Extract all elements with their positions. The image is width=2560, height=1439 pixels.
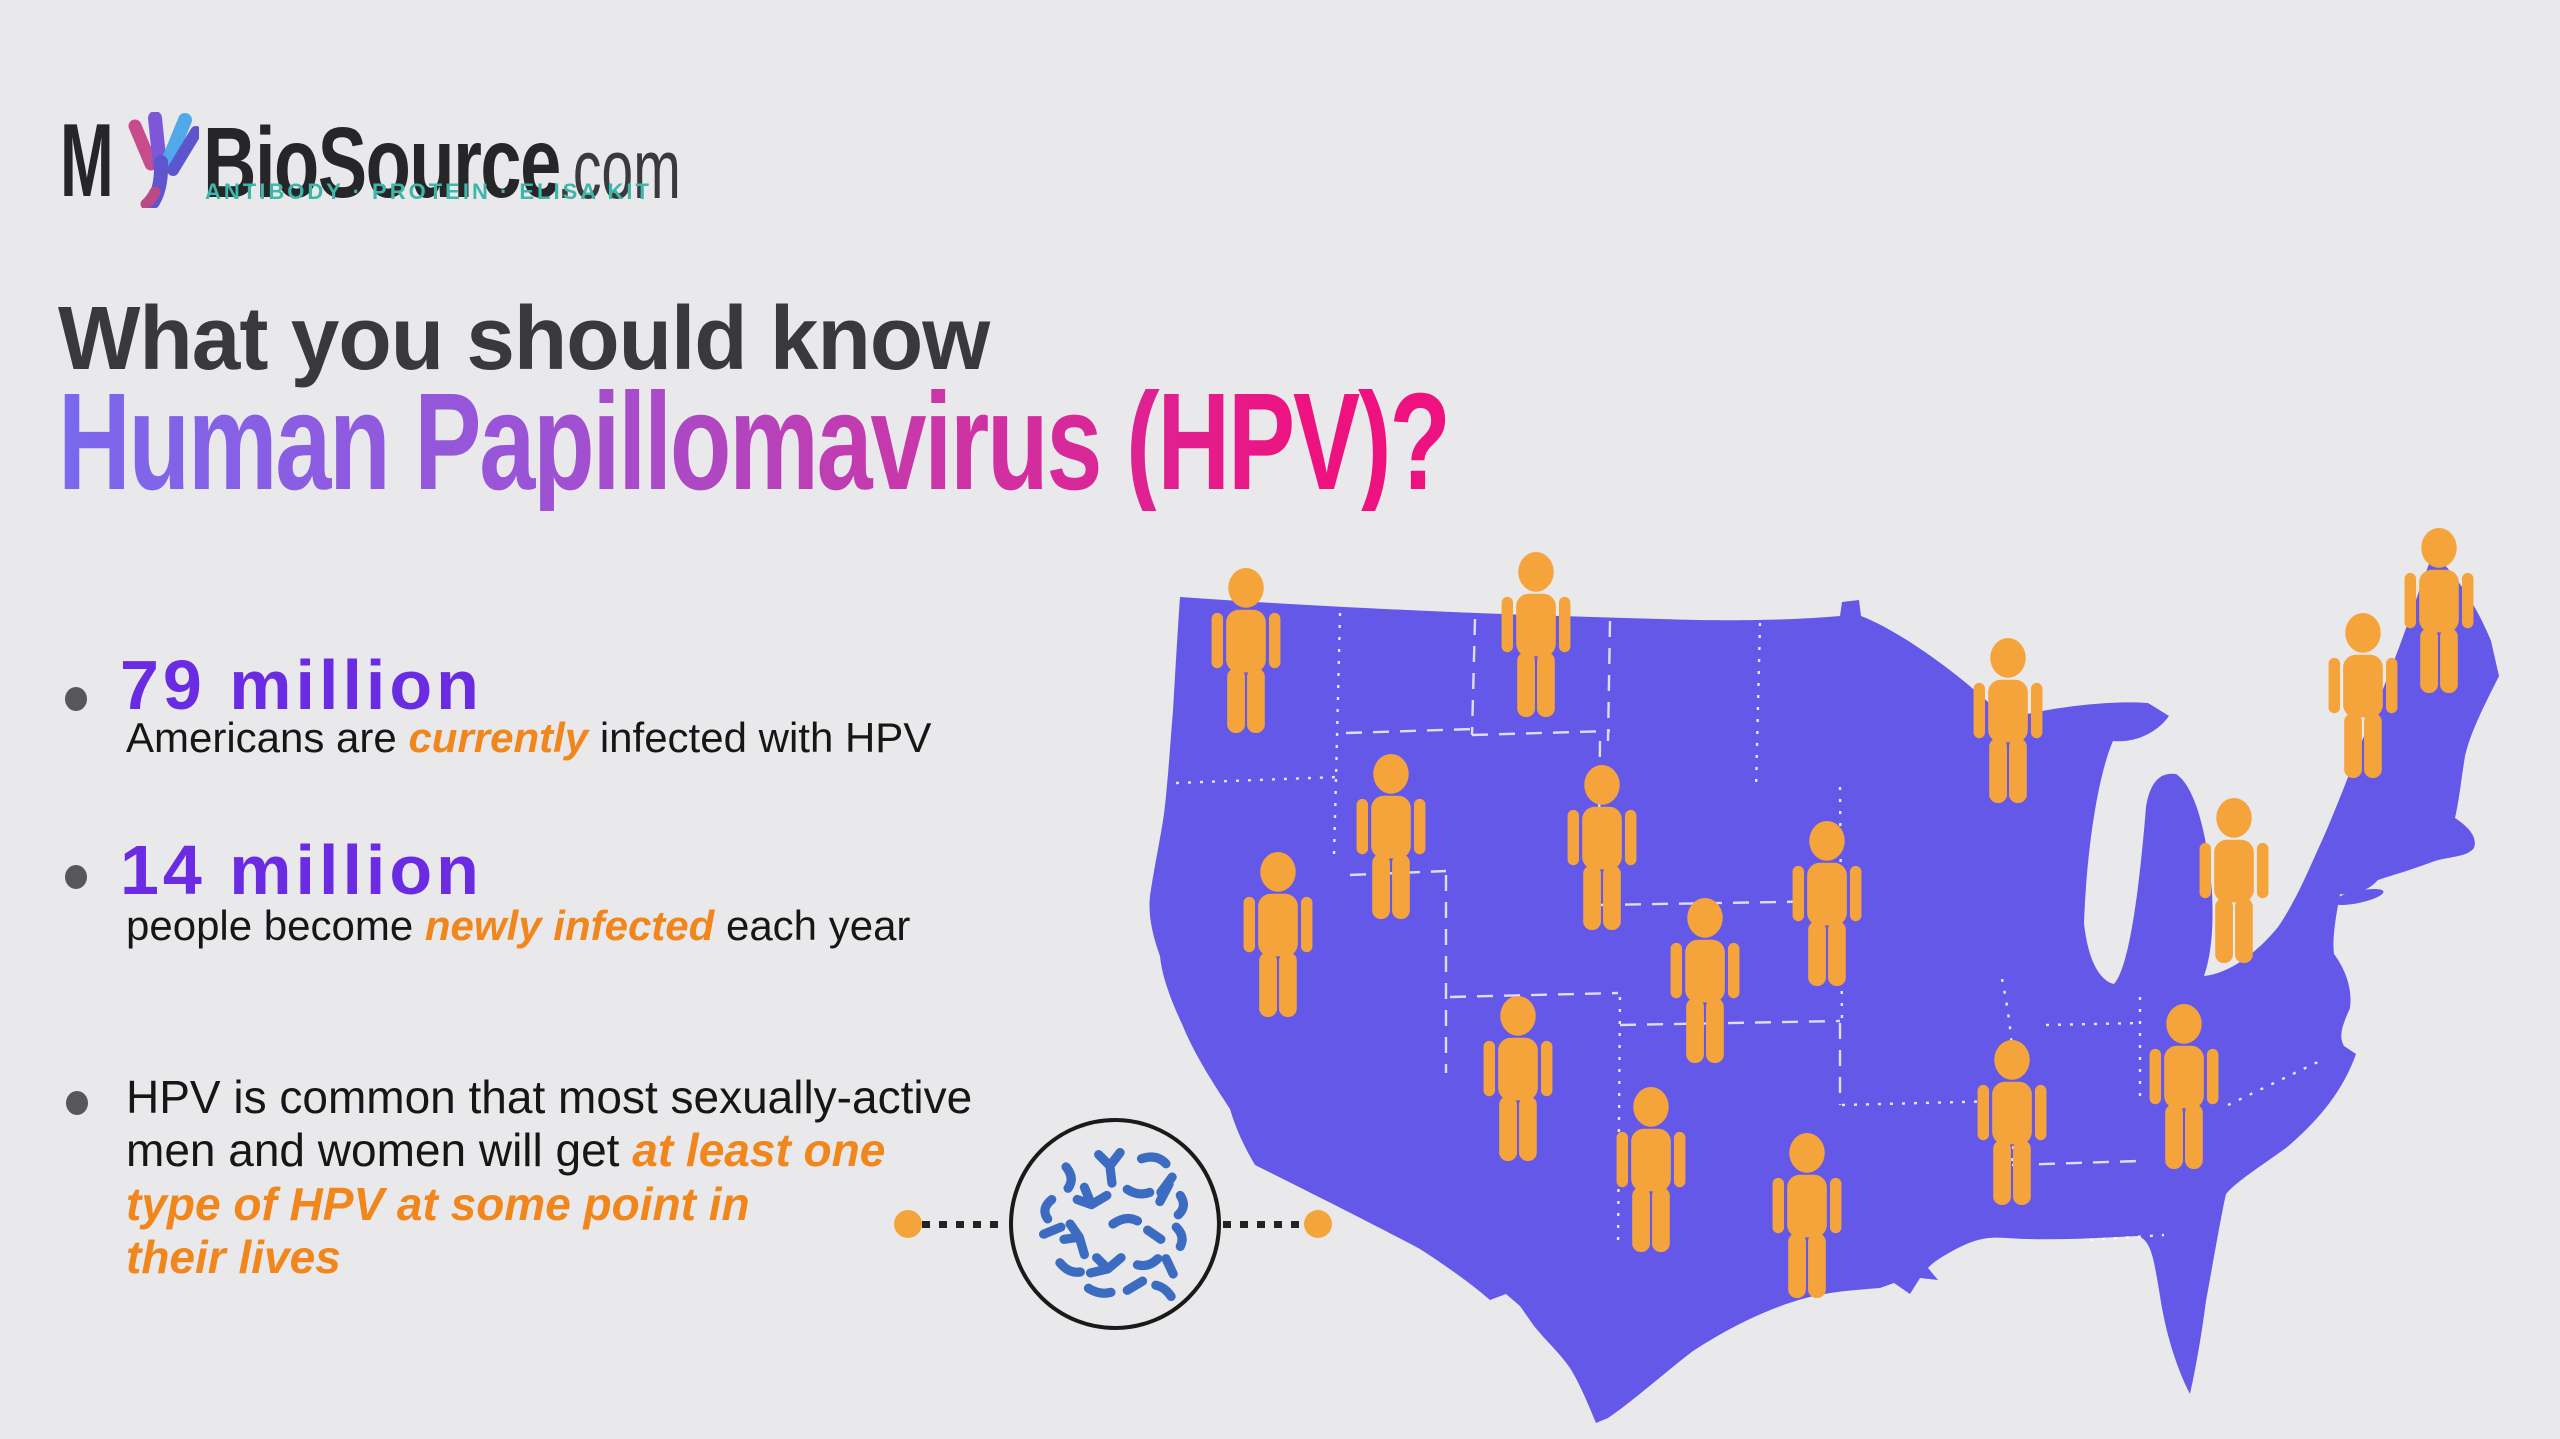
us-map-shape — [1149, 553, 2499, 1423]
fact-stat: 79 million — [120, 646, 483, 724]
logo-letter-m: M — [60, 103, 114, 219]
fact-text-pre: men and women will get — [126, 1124, 633, 1177]
connector-dotted-line — [1223, 1221, 1304, 1228]
page-title: Human Papillomavirus (HPV)? — [58, 365, 1451, 519]
bullet-dot-icon — [65, 687, 87, 711]
logo-tld: .com — [557, 122, 681, 216]
logo-tagline: ANTIBODY · PROTEIN · ELISA KIT — [205, 179, 652, 204]
usa-map — [1149, 528, 2499, 1423]
state-borders-dotted — [1175, 612, 2321, 1246]
fact-line-emphasis: their lives — [126, 1231, 341, 1284]
fact-text: Americans are currently infected with HP… — [126, 713, 931, 763]
fact-stat: 14 million — [120, 831, 483, 909]
bullet-dot-icon — [65, 865, 87, 889]
virus-magnifier-circle — [1009, 1118, 1221, 1330]
long-island-shape — [2332, 889, 2384, 905]
fact-line: men and women will get at least one — [126, 1124, 972, 1177]
fact-text-emphasis: currently — [408, 714, 589, 761]
fact-text-post: infected with HPV — [588, 714, 932, 761]
fact-line: HPV is common that most sexually-active — [126, 1071, 973, 1123]
connector-dot-left-icon — [894, 1210, 922, 1238]
antibody-y-icon — [128, 112, 199, 208]
fact-text-post: each year — [714, 902, 911, 949]
connector-dot-right-icon — [1304, 1210, 1332, 1238]
fact-text-emphasis: newly infected — [424, 902, 715, 949]
fact-line-emphasis: type of HPV at some point in — [126, 1177, 750, 1230]
state-borders-dashed — [1345, 618, 2141, 1167]
connector-dotted-line — [922, 1221, 1007, 1228]
bullet-dot-icon — [66, 1091, 88, 1115]
fact-text-pre: people become — [126, 902, 425, 949]
fact-paragraph: HPV is common that most sexually-active … — [126, 1071, 972, 1284]
virus-particles-icon — [1039, 1148, 1188, 1302]
fact-text-pre: Americans are — [126, 714, 409, 761]
fact-text: people become newly infected each year — [126, 901, 910, 951]
title-eyebrow: What you should know — [58, 289, 990, 389]
logo-wordmark: BioSource — [203, 107, 561, 219]
fact-text-emphasis: at least one — [632, 1124, 886, 1177]
